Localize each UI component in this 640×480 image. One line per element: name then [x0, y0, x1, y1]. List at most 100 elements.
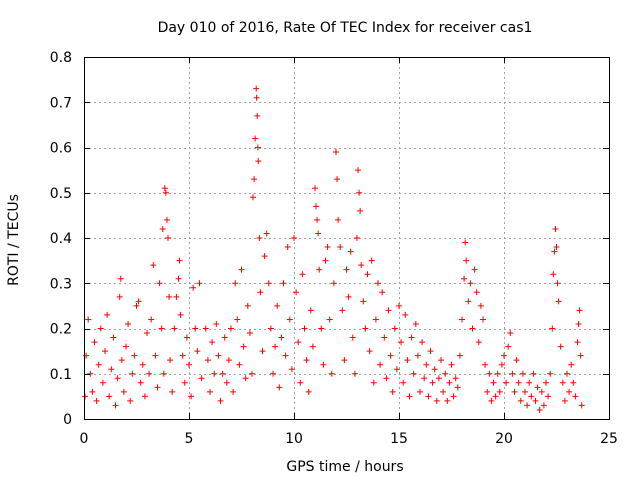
y-tick-label: 0.5 — [50, 186, 72, 202]
data-point — [232, 280, 239, 287]
data-point — [444, 397, 451, 404]
data-point — [490, 379, 497, 386]
data-point — [192, 325, 199, 332]
data-point — [159, 225, 166, 232]
data-point — [249, 370, 255, 377]
data-point — [211, 370, 218, 377]
data-point — [368, 257, 375, 264]
data-point — [288, 366, 295, 373]
data-point — [190, 284, 197, 291]
data-point — [446, 379, 453, 386]
data-point — [522, 388, 528, 395]
x-tick-label: 20 — [495, 431, 513, 447]
data-point — [438, 357, 444, 364]
data-point — [261, 253, 268, 260]
data-point — [357, 207, 364, 214]
y-tick-label: 0.7 — [50, 95, 72, 111]
x-tick-label: 5 — [185, 431, 194, 447]
data-point — [452, 375, 459, 382]
data-point — [165, 235, 171, 241]
data-point — [196, 280, 203, 287]
data-point — [171, 325, 178, 332]
data-point — [496, 388, 503, 395]
data-point — [141, 393, 148, 400]
data-point — [215, 352, 222, 359]
data-point — [480, 316, 486, 323]
data-point — [160, 370, 167, 377]
data-point — [118, 357, 125, 364]
data-point — [501, 352, 507, 359]
x-tick-label: 0 — [80, 431, 89, 447]
data-point — [246, 330, 253, 337]
data-point — [442, 370, 449, 377]
data-point — [236, 361, 243, 368]
data-point — [341, 357, 348, 364]
data-point — [358, 262, 365, 269]
data-point — [129, 370, 136, 377]
x-tick-label: 10 — [285, 431, 303, 447]
data-point — [354, 235, 360, 241]
data-point — [372, 316, 379, 323]
data-point — [393, 366, 400, 373]
data-point — [278, 334, 285, 341]
data-point — [328, 370, 335, 377]
data-point — [177, 311, 184, 318]
data-point — [419, 339, 426, 346]
data-point — [389, 388, 396, 395]
data-point — [498, 361, 505, 368]
x-axis-ticks: 0 5 10 15 20 25 — [80, 57, 618, 447]
data-point — [351, 370, 358, 377]
data-point — [412, 320, 419, 327]
data-point — [135, 298, 142, 305]
data-point — [322, 257, 329, 264]
data-point — [530, 370, 537, 377]
data-point — [364, 271, 371, 278]
data-point — [431, 366, 438, 373]
y-tick-label: 0.6 — [50, 141, 72, 157]
data-point — [435, 375, 442, 382]
data-point — [280, 280, 287, 287]
data-point — [150, 262, 157, 269]
data-point — [383, 375, 390, 382]
data-point — [252, 135, 259, 142]
data-point — [578, 402, 585, 409]
data-point — [217, 397, 224, 404]
data-point — [429, 379, 436, 386]
data-point — [253, 94, 260, 101]
data-point — [513, 357, 520, 364]
data-point — [574, 339, 581, 346]
data-point — [553, 244, 560, 251]
data-point — [377, 361, 384, 368]
data-point — [566, 388, 573, 395]
data-point — [240, 343, 247, 350]
data-point — [334, 176, 341, 183]
x-tick-label: 25 — [600, 431, 618, 447]
data-point — [93, 397, 100, 404]
data-point — [463, 257, 470, 264]
data-point — [335, 216, 342, 223]
data-point — [515, 379, 522, 386]
data-point — [396, 302, 402, 309]
data-point — [488, 397, 495, 404]
data-point — [538, 388, 545, 395]
data-point — [360, 298, 367, 305]
data-point — [234, 316, 241, 323]
data-point — [194, 348, 201, 355]
data-point — [303, 357, 310, 364]
data-point — [125, 320, 132, 327]
data-point — [343, 266, 350, 273]
data-point — [286, 316, 293, 323]
data-point — [469, 325, 476, 332]
data-point — [179, 352, 186, 359]
data-point — [547, 370, 554, 377]
data-point — [467, 280, 474, 287]
data-point — [482, 361, 489, 368]
data-point — [545, 393, 552, 400]
data-point — [362, 325, 369, 332]
data-point — [576, 307, 583, 314]
data-point — [209, 339, 216, 346]
data-point — [276, 384, 283, 391]
data-point — [114, 375, 121, 382]
data-point — [554, 280, 561, 287]
